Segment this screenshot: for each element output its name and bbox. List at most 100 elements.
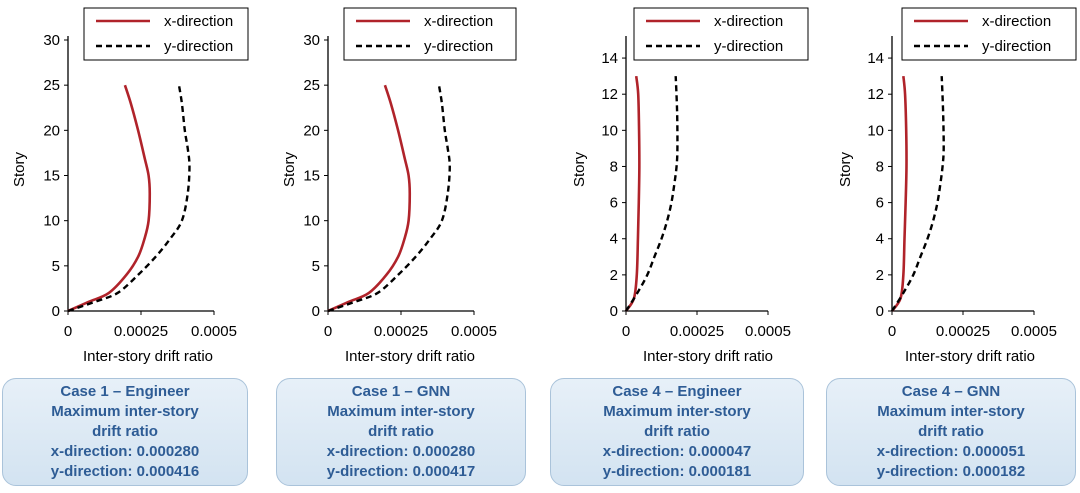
y-tick-label: 12 <box>867 86 884 103</box>
y-axis-title: Story <box>281 151 298 187</box>
y-axis-title: Story <box>837 151 854 187</box>
x-axis-title: Inter-story drift ratio <box>905 348 1035 365</box>
y-tick-label: 4 <box>876 231 884 248</box>
y-tick-label: 0 <box>312 303 320 320</box>
x-tick-label: 0.00025 <box>374 323 428 340</box>
y-tick-label: 6 <box>876 195 884 212</box>
x-tick-label: 0.00025 <box>114 323 168 340</box>
summary-box-case4-gnn: Case 4 – GNN Maximum inter-story drift r… <box>826 378 1076 486</box>
y-tick-label: 12 <box>601 86 618 103</box>
legend-box <box>83 7 249 61</box>
y-tick-label: 20 <box>303 122 320 139</box>
chart-panel-b: 0 5 10 15 20 25 30 0 0.00025 0.0005 Inter-story dr… <box>281 7 517 365</box>
y-tick-label: 10 <box>601 122 618 139</box>
summary-heading-line2: drift ratio <box>92 423 158 440</box>
summary-heading-line1: Maximum inter-story <box>51 403 199 420</box>
legend: x-direction y-direction <box>633 7 809 61</box>
summary-x-direction: x-direction: 0.000280 <box>326 443 476 460</box>
summary-box-case1-engineer: Case 1 – Engineer Maximum inter-story dr… <box>2 378 248 486</box>
y-tick-label: 4 <box>610 231 618 248</box>
y-tick-label: 10 <box>867 122 884 139</box>
summary-x-direction: x-direction: 0.000047 <box>602 443 752 460</box>
summary-x-direction: x-direction: 0.000280 <box>50 443 200 460</box>
summary-heading-line2: drift ratio <box>644 423 710 440</box>
series-line-x-direction <box>624 75 641 312</box>
summary-case-title: Case 4 – GNN <box>901 383 1001 400</box>
summary-box-case4-engineer: Case 4 – Engineer Maximum inter-story dr… <box>550 378 804 486</box>
x-tick-label: 0.00025 <box>670 323 724 340</box>
summary-heading-line1: Maximum inter-story <box>327 403 475 420</box>
x-tick-label: 0 <box>888 323 896 340</box>
y-tick-label: 14 <box>867 50 884 67</box>
chart-panel-a: 0 5 10 15 20 25 30 0 0.00025 0.0005 Inter-story dr… <box>11 7 249 365</box>
chart-panel-d: 0 2 4 6 8 10 12 14 0 0.00025 0.0005 Inter-story dri… <box>837 7 1077 365</box>
y-tick-label: 25 <box>43 77 60 94</box>
series-line-y-direction <box>67 84 191 313</box>
y-tick-label: 0 <box>610 303 618 320</box>
series-line-y-direction <box>890 76 945 312</box>
y-tick-label: 5 <box>312 258 320 275</box>
y-tick-label: 10 <box>303 213 320 230</box>
y-tick-label: 25 <box>303 77 320 94</box>
legend: x-direction y-direction <box>83 7 249 61</box>
summary-case-title: Case 1 – GNN <box>351 383 451 400</box>
legend: x-direction y-direction <box>901 7 1077 61</box>
summary-y-direction: y-direction: 0.000417 <box>326 463 476 480</box>
x-tick-label: 0.0005 <box>191 323 237 340</box>
legend-box <box>343 7 517 61</box>
y-tick-label: 2 <box>610 267 618 284</box>
y-tick-label: 0 <box>52 303 60 320</box>
y-tick-label: 0 <box>876 303 884 320</box>
legend-box <box>633 7 809 61</box>
legend: x-direction y-direction <box>343 7 517 61</box>
x-tick-label: 0 <box>64 323 72 340</box>
legend-label: y-direction <box>714 38 783 55</box>
legend-label: y-direction <box>164 38 233 55</box>
x-tick-label: 0.00025 <box>936 323 990 340</box>
summary-case-title: Case 4 – Engineer <box>612 383 742 400</box>
x-axis-title: Inter-story drift ratio <box>643 348 773 365</box>
legend-label: x-direction <box>424 13 493 30</box>
summary-y-direction: y-direction: 0.000416 <box>50 463 200 480</box>
series-line-x-direction <box>67 84 152 313</box>
summary-box-case1-gnn: Case 1 – GNN Maximum inter-story drift r… <box>276 378 526 486</box>
summary-heading-line2: drift ratio <box>918 423 984 440</box>
x-tick-label: 0.0005 <box>745 323 791 340</box>
series-line-x-direction <box>327 84 412 313</box>
summary-case-title: Case 1 – Engineer <box>60 383 190 400</box>
legend-label: y-direction <box>982 38 1051 55</box>
summary-heading-line2: drift ratio <box>368 423 434 440</box>
summary-heading-line1: Maximum inter-story <box>877 403 1025 420</box>
summary-y-direction: y-direction: 0.000182 <box>876 463 1026 480</box>
y-tick-label: 6 <box>610 195 618 212</box>
summary-y-direction: y-direction: 0.000181 <box>602 463 752 480</box>
y-tick-label: 15 <box>303 168 320 185</box>
legend-label: x-direction <box>714 13 783 30</box>
y-tick-label: 20 <box>43 122 60 139</box>
legend-label: y-direction <box>424 38 493 55</box>
y-tick-label: 2 <box>876 267 884 284</box>
summary-x-direction: x-direction: 0.000051 <box>876 443 1026 460</box>
x-tick-label: 0 <box>622 323 630 340</box>
x-tick-label: 0 <box>324 323 332 340</box>
series-line-y-direction <box>624 76 679 312</box>
y-axis-title: Story <box>11 151 28 187</box>
legend-box <box>901 7 1077 61</box>
y-tick-label: 8 <box>876 158 884 175</box>
y-tick-label: 15 <box>43 168 60 185</box>
summary-heading-line1: Maximum inter-story <box>603 403 751 420</box>
series-line-x-direction <box>890 76 908 312</box>
x-axis-title: Inter-story drift ratio <box>83 348 213 365</box>
y-tick-label: 30 <box>303 32 320 49</box>
y-tick-label: 8 <box>610 158 618 175</box>
y-tick-label: 5 <box>52 258 60 275</box>
x-tick-label: 0.0005 <box>1011 323 1057 340</box>
y-axis-title: Story <box>571 151 588 187</box>
y-tick-label: 14 <box>601 50 618 67</box>
legend-label: x-direction <box>982 13 1051 30</box>
x-tick-label: 0.0005 <box>451 323 497 340</box>
legend-label: x-direction <box>164 13 233 30</box>
y-tick-label: 30 <box>43 32 60 49</box>
chart-panel-c: 0 2 4 6 8 10 12 14 0 0.00025 0.0005 Inter-story dri… <box>571 7 809 365</box>
